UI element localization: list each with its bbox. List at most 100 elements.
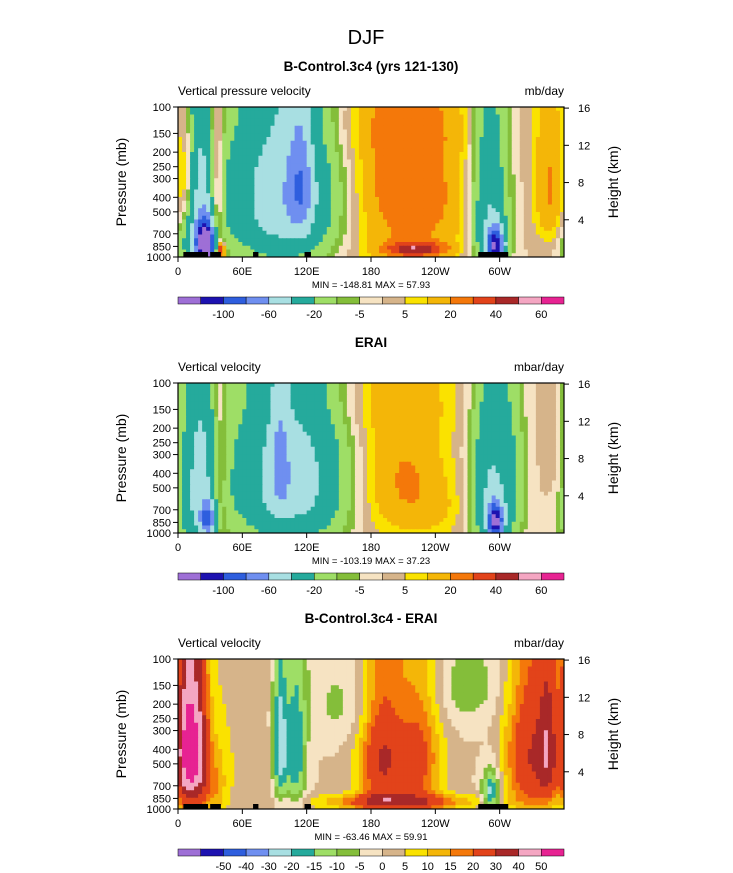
contour-cell xyxy=(495,148,501,153)
contour-cell xyxy=(198,197,203,202)
contour-cell xyxy=(423,253,428,257)
contour-cell xyxy=(483,197,489,202)
contour-cell xyxy=(290,409,296,414)
contour-cell xyxy=(362,152,368,157)
contour-cell xyxy=(511,234,517,239)
contour-cell xyxy=(194,424,199,429)
contour-cell xyxy=(507,212,513,217)
contour-cell xyxy=(423,122,428,127)
contour-cell xyxy=(551,215,557,220)
contour-cell xyxy=(559,178,564,183)
contour-cell xyxy=(274,405,280,410)
contour-cell xyxy=(266,398,271,403)
contour-cell xyxy=(471,110,477,115)
contour-cell xyxy=(222,242,227,247)
contour-cell xyxy=(270,223,275,228)
contour-cell xyxy=(531,133,537,138)
contour-cell xyxy=(270,174,275,179)
contour-cell xyxy=(202,178,207,183)
contour-cell xyxy=(431,170,436,175)
contour-cell xyxy=(559,204,564,209)
contour-cell xyxy=(338,409,344,414)
contour-cell xyxy=(519,249,525,254)
contour-cell xyxy=(214,230,219,235)
contour-cell xyxy=(226,413,231,418)
contour-cell xyxy=(306,401,312,406)
contour-cell xyxy=(218,170,223,175)
contour-cell xyxy=(258,129,263,134)
contour-cell xyxy=(234,405,239,410)
contour-cell xyxy=(483,413,489,418)
contour-cell xyxy=(318,413,324,418)
contour-cell xyxy=(539,148,545,153)
contour-cell xyxy=(278,122,284,127)
contour-cell xyxy=(250,155,255,160)
contour-cell xyxy=(186,234,191,239)
contour-cell xyxy=(467,170,473,175)
contour-cell xyxy=(447,174,452,179)
contour-cell xyxy=(246,107,251,112)
contour-cell xyxy=(423,107,428,112)
contour-cell xyxy=(399,420,404,425)
contour-cell xyxy=(387,144,392,149)
contour-cell xyxy=(447,230,452,235)
contour-cell xyxy=(483,137,489,142)
contour-cell xyxy=(383,401,388,406)
contour-cell xyxy=(495,394,501,399)
contour-cell xyxy=(294,174,300,179)
contour-cell xyxy=(214,215,219,220)
contour-cell xyxy=(495,413,501,418)
contour-cell xyxy=(511,245,517,250)
contour-cell xyxy=(451,189,456,194)
colorbar-swatch xyxy=(200,296,224,305)
contour-cell xyxy=(250,416,255,421)
contour-cell xyxy=(194,129,199,134)
contour-cell xyxy=(190,249,195,254)
contour-cell xyxy=(403,253,408,257)
contour-cell xyxy=(334,238,340,243)
contour-cell xyxy=(543,107,549,112)
contour-cell xyxy=(214,398,219,403)
contour-cell xyxy=(310,200,316,205)
contour-cell xyxy=(439,234,444,239)
contour-cell xyxy=(214,234,219,239)
contour-cell xyxy=(234,140,239,145)
contour-cell xyxy=(310,144,316,149)
contour-cell xyxy=(559,170,564,175)
contour-cell xyxy=(202,129,207,134)
contour-cell xyxy=(346,245,352,250)
contour-cell xyxy=(431,159,436,164)
contour-cell xyxy=(511,155,517,160)
contour-cell xyxy=(503,148,509,153)
contour-cell xyxy=(254,204,259,209)
contour-cell xyxy=(314,383,320,388)
contour-cell xyxy=(523,155,529,160)
contour-cell xyxy=(226,398,231,403)
contour-cell xyxy=(483,405,489,410)
contour-cell xyxy=(298,152,304,157)
contour-cell xyxy=(387,416,392,421)
contour-cell xyxy=(387,223,392,228)
contour-cell xyxy=(234,234,239,239)
contour-cell xyxy=(479,133,485,138)
contour-cell xyxy=(238,148,243,153)
contour-cell xyxy=(403,416,408,421)
contour-cell xyxy=(507,238,513,243)
contour-cell xyxy=(463,405,468,410)
contour-cell xyxy=(463,390,468,395)
contour-cell xyxy=(559,155,564,160)
contour-cell xyxy=(431,182,436,187)
x-tick-label: 60E xyxy=(233,266,253,278)
contour-cell xyxy=(182,152,187,157)
contour-cell xyxy=(186,107,191,112)
contour-cell xyxy=(411,129,416,134)
contour-cell xyxy=(539,204,545,209)
contour-cell xyxy=(511,249,517,254)
contour-cell xyxy=(274,182,280,187)
contour-cell xyxy=(551,148,557,153)
contour-cell xyxy=(358,245,364,250)
contour-cell xyxy=(306,394,312,399)
contour-cell xyxy=(479,174,485,179)
contour-cell xyxy=(286,125,292,130)
contour-cell xyxy=(427,118,432,123)
